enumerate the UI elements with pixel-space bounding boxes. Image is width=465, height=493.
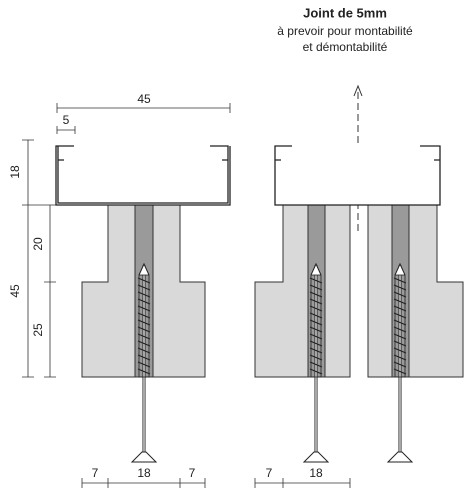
dim-label: 45 (8, 284, 22, 298)
dim-label: 20 (31, 237, 45, 251)
note: Joint de 5mm à prevoir pour montabilité … (277, 5, 413, 54)
left-assembly (55, 145, 231, 464)
dim-label: 7 (266, 466, 273, 480)
dim-label: 18 (8, 165, 22, 179)
note-line: et démontabilité (303, 40, 388, 54)
dim-label: 5 (63, 113, 70, 127)
note-title: Joint de 5mm (303, 5, 387, 20)
dim-label: 25 (31, 323, 45, 337)
dimensions: 45 5 18 45 20 25 7 18 7 7 18 (8, 92, 351, 488)
dim-label: 7 (189, 466, 196, 480)
dim-label: 7 (92, 466, 99, 480)
dim-label: 45 (137, 92, 151, 106)
right-assembly (254, 145, 464, 464)
dim-label: 18 (309, 466, 323, 480)
note-line: à prevoir pour montabilité (277, 24, 413, 38)
dim-label: 18 (137, 466, 151, 480)
